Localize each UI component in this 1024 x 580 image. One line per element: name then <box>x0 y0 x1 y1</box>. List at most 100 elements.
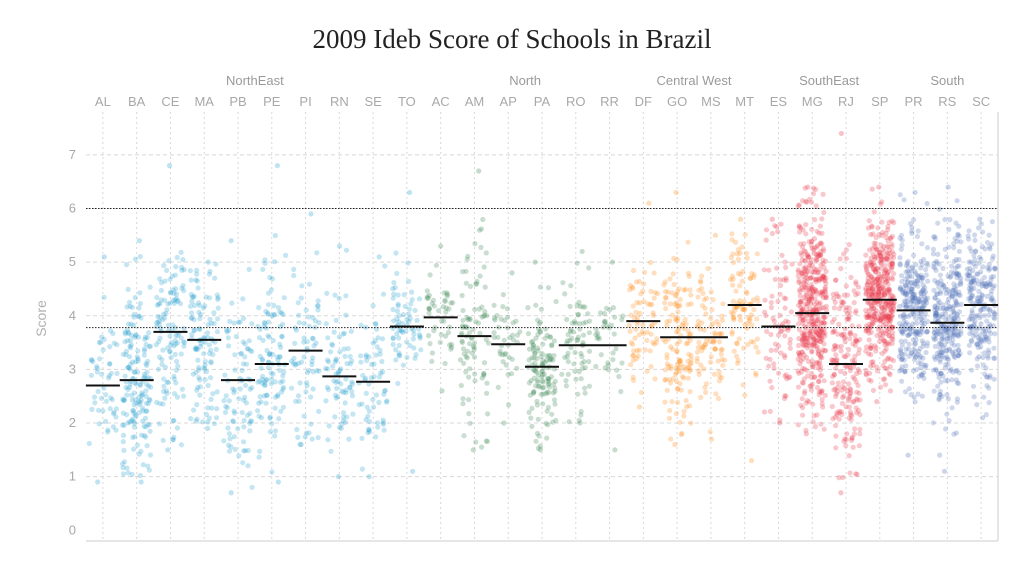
data-point <box>903 291 910 297</box>
data-point <box>749 271 755 277</box>
data-point <box>832 386 838 392</box>
data-point <box>881 289 888 295</box>
data-point <box>964 271 970 277</box>
data-point <box>888 356 894 362</box>
data-point <box>537 443 544 449</box>
data-point <box>883 276 889 282</box>
data-point <box>807 286 813 292</box>
data-point <box>840 474 846 481</box>
x-tick-label: DF <box>635 94 652 109</box>
data-point <box>542 335 548 341</box>
data-point <box>978 307 984 313</box>
data-point <box>834 293 841 299</box>
data-point <box>974 295 980 301</box>
data-point <box>193 347 199 353</box>
data-point <box>855 290 861 297</box>
data-point <box>147 452 154 458</box>
data-point <box>256 400 262 406</box>
data-point <box>665 289 671 295</box>
data-point <box>981 336 987 342</box>
data-point <box>934 312 940 318</box>
data-point <box>897 235 903 241</box>
data-point <box>681 413 687 419</box>
data-point <box>846 314 852 320</box>
data-point <box>444 291 450 297</box>
data-point <box>439 318 445 324</box>
data-point <box>913 281 920 287</box>
data-point <box>952 236 958 242</box>
data-point <box>601 318 608 324</box>
data-point <box>344 360 350 367</box>
data-point <box>797 353 803 359</box>
data-point <box>902 389 909 395</box>
data-point <box>935 383 941 389</box>
data-point <box>771 365 777 371</box>
data-point <box>958 239 964 245</box>
data-point <box>729 329 735 335</box>
data-point <box>268 287 274 293</box>
data-point <box>875 284 881 290</box>
data-point <box>804 269 810 275</box>
data-point <box>139 393 145 399</box>
data-point <box>936 352 942 359</box>
data-point <box>674 341 680 347</box>
data-point <box>839 331 845 338</box>
data-point <box>902 282 909 288</box>
data-point <box>473 319 479 325</box>
data-point <box>878 286 884 292</box>
data-point <box>197 377 203 383</box>
data-point <box>954 396 961 402</box>
data-point <box>576 321 583 327</box>
data-point <box>134 442 140 448</box>
data-point <box>509 332 516 338</box>
data-point <box>359 466 365 472</box>
data-point <box>955 302 961 308</box>
data-point <box>472 306 478 313</box>
data-point <box>968 259 974 265</box>
data-point <box>908 268 915 274</box>
data-point <box>105 429 111 435</box>
data-point <box>236 453 242 459</box>
data-point <box>291 355 297 361</box>
data-point <box>800 380 806 386</box>
data-point <box>179 386 185 392</box>
data-point <box>111 409 117 415</box>
data-point <box>810 308 817 314</box>
data-point <box>270 371 276 377</box>
data-point <box>902 276 908 282</box>
data-point <box>806 321 812 327</box>
data-point <box>166 258 172 264</box>
data-point <box>132 334 138 340</box>
data-point <box>956 263 962 269</box>
data-point <box>401 292 407 298</box>
data-point <box>924 200 930 207</box>
data-point <box>945 326 951 332</box>
data-point <box>406 306 412 312</box>
data-point <box>540 391 546 397</box>
data-point <box>544 332 550 338</box>
data-point <box>662 288 669 295</box>
data-point <box>262 257 268 263</box>
data-point <box>156 339 162 345</box>
data-point <box>847 336 853 342</box>
data-point <box>467 316 473 322</box>
data-point <box>918 299 925 305</box>
data-point <box>801 265 807 271</box>
data-point <box>741 298 747 305</box>
data-point <box>373 352 379 358</box>
data-point <box>838 343 844 349</box>
data-point <box>864 282 871 288</box>
data-point <box>906 353 912 359</box>
data-point <box>945 378 951 384</box>
data-point <box>267 429 273 435</box>
data-point <box>982 280 988 286</box>
data-point <box>889 324 895 330</box>
data-point <box>874 368 881 374</box>
data-point <box>761 409 768 415</box>
data-point <box>568 283 574 289</box>
data-point <box>143 388 149 394</box>
data-point <box>951 281 957 287</box>
data-point <box>881 256 887 263</box>
data-point <box>356 402 362 408</box>
data-point <box>126 364 132 370</box>
